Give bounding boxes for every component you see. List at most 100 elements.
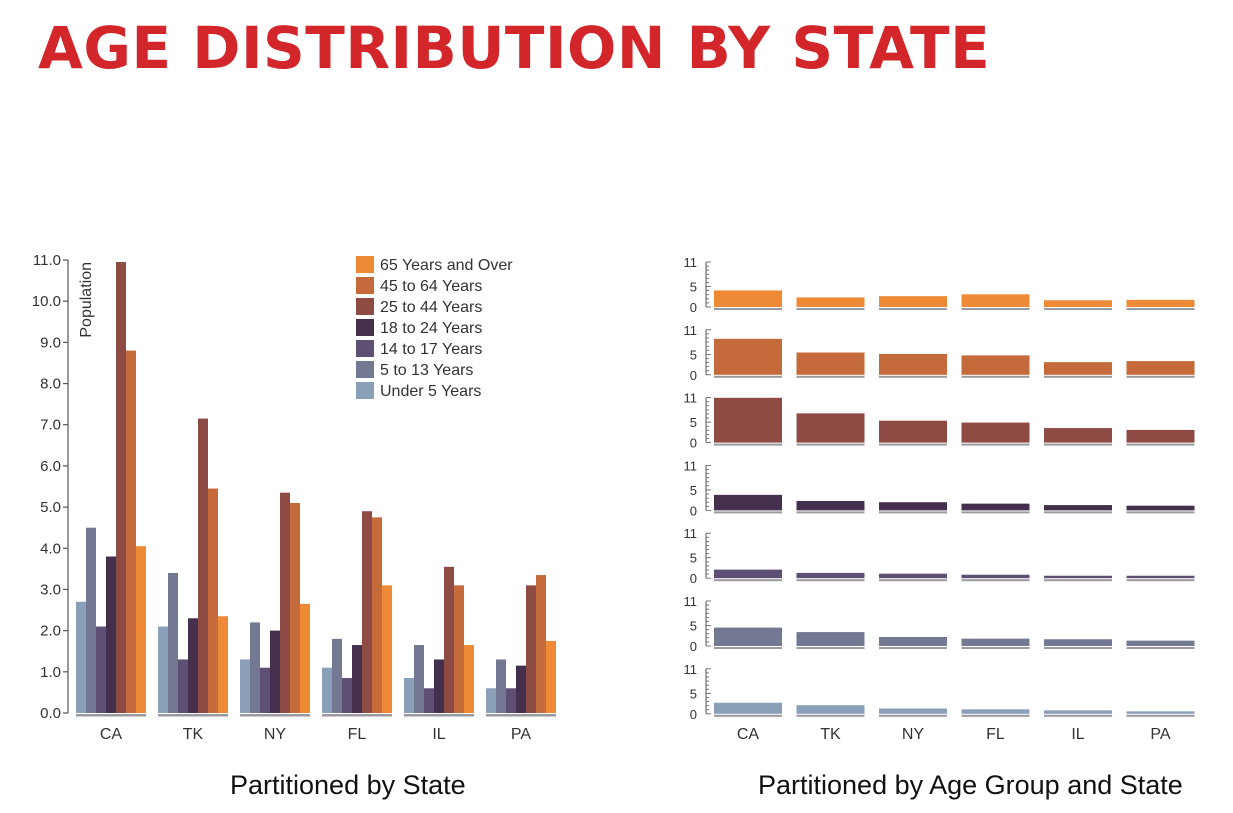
panel-y-tick-label: 5 (690, 415, 697, 430)
panel-bar (1044, 710, 1112, 714)
panel-bar (796, 413, 865, 443)
group-baseline (322, 714, 392, 717)
x-tick-label: FL (986, 726, 1005, 743)
panel-bar (796, 352, 865, 375)
panel-baseline (1044, 375, 1112, 378)
group-baseline (240, 714, 310, 717)
panel-bar (714, 702, 782, 714)
panel-baseline (1126, 714, 1195, 717)
panel-y-tick-label: 11 (684, 458, 698, 473)
panel-baseline (1044, 443, 1112, 446)
panel-bar (1044, 505, 1112, 511)
panel-bar (879, 637, 947, 646)
panel-baseline (714, 375, 782, 378)
panel-baseline (961, 308, 1030, 310)
panel-baseline (1126, 647, 1195, 649)
legend-label: 5 to 13 Years (380, 362, 473, 379)
bar (280, 492, 290, 713)
bar (126, 350, 136, 713)
y-tick-label: 7.0 (40, 417, 61, 434)
panel-y-tick-label: 11 (684, 662, 698, 677)
legend-swatch (356, 256, 374, 273)
legend-label: 25 to 44 Years (380, 299, 482, 316)
panel-baseline (879, 511, 947, 514)
bar (372, 517, 382, 713)
y-tick-label: 2.0 (40, 623, 61, 640)
panel-baseline (796, 511, 865, 514)
bar (516, 665, 526, 713)
panel-bar (961, 638, 1030, 646)
panel-bar (796, 297, 865, 307)
x-tick-label: NY (902, 726, 925, 743)
panel-bar (961, 709, 1030, 714)
panel-baseline (1044, 579, 1112, 582)
panel-bar (961, 294, 1030, 307)
panel-baseline (714, 579, 782, 582)
panel-baseline (1044, 308, 1112, 310)
panel-bar (1126, 711, 1195, 714)
y-tick-label: 6.0 (40, 458, 61, 475)
panel-baseline (796, 647, 865, 649)
panel-baseline (796, 443, 865, 446)
panel-baseline (1126, 579, 1195, 582)
bar (404, 677, 414, 713)
bar (86, 527, 96, 713)
panel-bar (1044, 300, 1112, 307)
panel-bar (879, 502, 947, 511)
panel-bar (796, 572, 865, 579)
bar (362, 511, 372, 713)
bar (208, 488, 218, 713)
bar (546, 640, 556, 713)
panel-bar (714, 627, 782, 646)
bar (506, 688, 516, 713)
bar (332, 638, 342, 713)
x-tick-label: NY (264, 726, 287, 743)
y-tick-label: 1.0 (40, 664, 61, 681)
panel-y-tick-label: 5 (690, 686, 697, 701)
y-tick-label: 4.0 (40, 540, 61, 557)
panel-bar (1044, 362, 1112, 375)
bar (434, 659, 444, 713)
panel-bar (1126, 361, 1195, 375)
panel-baseline (879, 443, 947, 446)
y-tick-label: 5.0 (40, 499, 61, 516)
bar (136, 546, 146, 713)
legend-swatch (356, 361, 374, 378)
bar (464, 645, 474, 713)
group-baseline (76, 714, 146, 717)
y-tick-label: 8.0 (40, 376, 61, 393)
group-baseline (404, 714, 474, 717)
x-tick-label: CA (100, 726, 123, 743)
panel-baseline (879, 714, 947, 717)
x-tick-label: PA (511, 726, 531, 743)
bar (116, 262, 126, 713)
panel-y-tick-label: 0 (690, 368, 697, 383)
panel-bar (961, 355, 1030, 375)
panel-baseline (879, 647, 947, 649)
legend-label: 18 to 24 Years (380, 320, 482, 337)
panel-baseline (1044, 714, 1112, 717)
panel-y-tick-label: 5 (690, 551, 697, 566)
bar (218, 616, 228, 713)
panel-baseline (961, 511, 1030, 514)
panel-baseline (796, 714, 865, 717)
panel-baseline (1126, 308, 1195, 310)
bar (342, 677, 352, 713)
panel-bar (1126, 299, 1195, 307)
panel-baseline (961, 579, 1030, 582)
panel-bar (714, 569, 782, 579)
panel-bar (714, 397, 782, 443)
bar (444, 566, 454, 713)
x-tick-label: PA (1150, 726, 1170, 743)
panel-y-tick-label: 11 (684, 323, 698, 338)
legend-swatch (356, 382, 374, 399)
panel-baseline (714, 308, 782, 310)
panel-y-tick-label: 5 (690, 280, 697, 295)
panel-baseline (1126, 443, 1195, 446)
panel-bar (1044, 575, 1112, 579)
bar (536, 575, 546, 713)
panel-bar (796, 500, 865, 511)
bar (352, 645, 362, 713)
panel-baseline (961, 647, 1030, 649)
